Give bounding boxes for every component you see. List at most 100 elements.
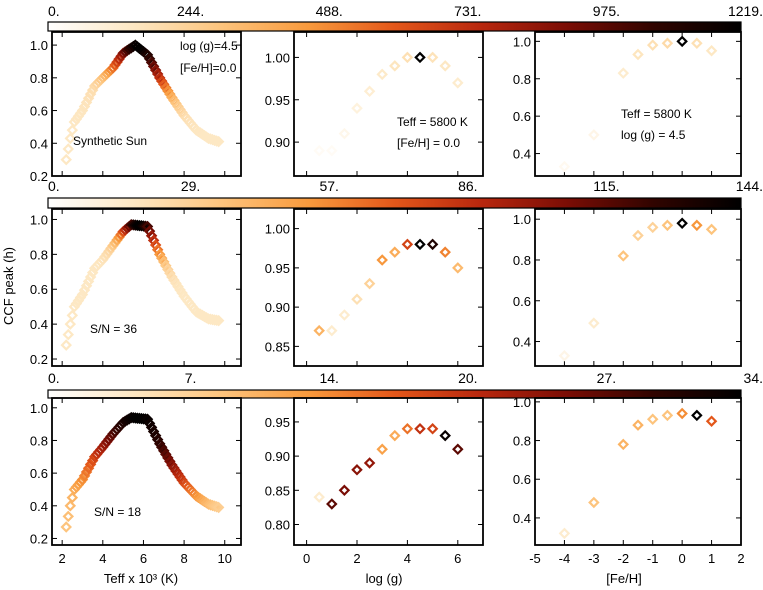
data-point [149, 239, 162, 251]
panel-r1-feh: 0.4 0.6 0.8 1.0 Teff = 5800 K log (g) = 4.5 [513, 31, 742, 177]
y-tick-label: 0.4 [513, 335, 531, 350]
panel-r3-teffk: 0.2 0.4 0.6 0.8 1.0 2 4 6 8 10 S/N = 18 [30, 397, 242, 566]
data-point [145, 229, 158, 242]
y-tick-label: 1.0 [30, 401, 48, 416]
colorbar [47, 197, 742, 209]
data-point [705, 223, 718, 236]
panel-annotation: Synthetic Sun [73, 134, 147, 148]
row-1: 0. 244. 488. 731. 975. 1219. 0.2 0.4 0.6 0.8 1.0 lo… [30, 3, 763, 184]
data-point [401, 51, 414, 64]
row-2: 0. 29. 57. 86. 115. 144. 0.2 0.4 0.6 0.8 1.0 S/N = … [30, 178, 763, 367]
y-tick-label: 0.8 [30, 247, 48, 262]
data-point [691, 409, 703, 422]
data-point [646, 413, 659, 426]
data-point [363, 457, 376, 469]
x-tick-label: -3 [588, 551, 600, 566]
data-point [338, 309, 351, 321]
colorbar-tick-label: 29. [181, 178, 200, 194]
y-tick-label: 0.85 [265, 339, 290, 354]
panel-r2-feh: 0.4 0.6 0.8 1.0 [513, 208, 742, 367]
y-tick-label: 0.90 [265, 135, 290, 150]
y-tick-label: 0.6 [513, 109, 531, 124]
data-point [60, 521, 72, 533]
data-point [153, 248, 166, 261]
data-point [661, 219, 674, 232]
data-point [74, 291, 87, 304]
data-point [66, 309, 79, 322]
data-point [326, 498, 338, 510]
panel-annotation: [Fe/H] = 0.0 [397, 136, 460, 150]
data-point [691, 219, 703, 232]
plot-frame [293, 397, 484, 546]
data-point [66, 491, 79, 504]
x-tick-label: 8 [180, 551, 187, 566]
data-point [147, 60, 160, 73]
plot-frame [293, 208, 484, 367]
x-tick-label: -4 [559, 551, 571, 566]
data-point [66, 124, 79, 136]
data-point [558, 350, 571, 362]
y-tick-label: 0.4 [30, 317, 48, 332]
data-point [646, 39, 659, 51]
y-tick-label: 0.8 [513, 253, 531, 268]
data-point [632, 229, 644, 242]
x-tick-label: -5 [529, 551, 541, 566]
data-point [338, 127, 351, 140]
panel-r3-feh: 0.4 0.6 0.8 1.0 -5 -4 -3 -2 -1 0 1 2 [513, 395, 745, 566]
data-point [141, 49, 154, 61]
data-point [64, 132, 77, 145]
y-tick-label: 1.0 [513, 395, 531, 410]
data-point [151, 243, 164, 256]
data-point [439, 246, 451, 258]
colorbar-tick-label: 57. [319, 178, 338, 194]
data-point [558, 160, 571, 173]
data-point [661, 409, 674, 422]
data-point [414, 423, 426, 435]
data-point [145, 56, 158, 69]
x-tick-label: -2 [618, 551, 630, 566]
x-tick-label: 4 [404, 551, 411, 566]
data-point [376, 68, 388, 81]
y-tick-label: 0.6 [513, 472, 531, 487]
data-point [145, 421, 158, 434]
colorbar-tick-label: 7. [185, 370, 197, 386]
data-point [452, 262, 464, 274]
data-point [212, 314, 225, 327]
data-point [338, 484, 351, 497]
data-point [72, 294, 85, 307]
plot-frame [534, 208, 742, 367]
y-tick-label: 0.8 [513, 72, 531, 87]
y-tick-label: 0.8 [30, 433, 48, 448]
y-axis-label: CCF peak (h) [1, 247, 16, 325]
x-axis-label-logg: log (g) [366, 571, 403, 586]
data-point [401, 238, 414, 251]
panel-r1-teffk: 0.2 0.4 0.6 0.8 1.0 log (g)=4.5 [Fe/H]=0.0 Synt… [30, 31, 242, 184]
data-point [62, 143, 75, 155]
data-point [676, 217, 688, 230]
colorbar-tick-label: 244. [177, 3, 204, 19]
y-tick-label: 0.2 [30, 531, 48, 546]
data-point [155, 252, 168, 264]
data-point [143, 225, 156, 237]
data-point [149, 64, 162, 76]
colorbar [47, 21, 742, 32]
y-tick-label: 1.0 [30, 38, 48, 53]
data-point [376, 443, 388, 456]
colorbar-tick-label: 1219. [728, 3, 763, 19]
y-tick-label: 0.6 [513, 294, 531, 309]
y-tick-label: 0.6 [30, 104, 48, 119]
data-point [426, 238, 439, 251]
data-point [210, 314, 223, 327]
y-tick-label: 0.85 [265, 483, 290, 498]
y-tick-label: 1.0 [513, 34, 531, 49]
y-tick-label: 1.0 [30, 212, 48, 227]
data-point [632, 419, 644, 431]
data-point [588, 317, 600, 329]
data-point [676, 35, 688, 48]
data-point [351, 102, 363, 114]
colorbar-tick-label: 14. [319, 370, 338, 386]
data-point [62, 510, 75, 523]
data-point [414, 238, 426, 251]
data-point [64, 500, 77, 512]
y-tick-label: 0.6 [30, 466, 48, 481]
